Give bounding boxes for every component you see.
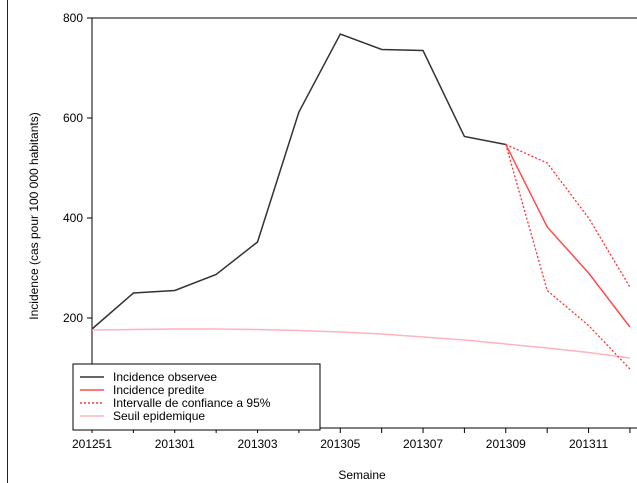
x-tick-label: 201251 bbox=[72, 437, 112, 451]
x-tick-label: 201303 bbox=[237, 437, 277, 451]
series-layer bbox=[91, 33, 631, 370]
legend-box bbox=[72, 363, 321, 431]
y-tick-label: 600 bbox=[63, 111, 83, 125]
legend-label: Incidence observee bbox=[113, 370, 217, 384]
series-line-0 bbox=[91, 33, 506, 330]
legend-label: Incidence predite bbox=[113, 383, 205, 397]
x-tick-label: 201309 bbox=[486, 437, 526, 451]
y-tick-label: 800 bbox=[63, 11, 83, 25]
legend-label: Intervalle de confiance a 95% bbox=[113, 396, 271, 410]
series-line-3 bbox=[505, 144, 631, 370]
series-line-4 bbox=[91, 328, 630, 359]
legend-label: Seuil epidemique bbox=[113, 409, 205, 423]
y-axis-label: Incidence (cas pour 100 000 habitants) bbox=[27, 112, 41, 319]
x-tick-label: 201307 bbox=[403, 437, 443, 451]
y-tick-label: 400 bbox=[63, 211, 83, 225]
y-tick-label: 200 bbox=[63, 311, 83, 325]
x-axis-label: Semaine bbox=[338, 468, 386, 482]
x-tick-label: 201305 bbox=[320, 437, 360, 451]
left-border-rule bbox=[7, 0, 8, 483]
series-line-1 bbox=[505, 144, 631, 328]
x-tick-label: 201311 bbox=[569, 437, 608, 451]
series-line-2 bbox=[505, 143, 631, 288]
y-axis-ticks: 0200400600800 bbox=[63, 11, 92, 425]
x-axis-ticks: 201251 201301 201303 201305 201307 201309 2013… bbox=[72, 428, 631, 451]
x-tick-label: 201301 bbox=[155, 437, 195, 451]
